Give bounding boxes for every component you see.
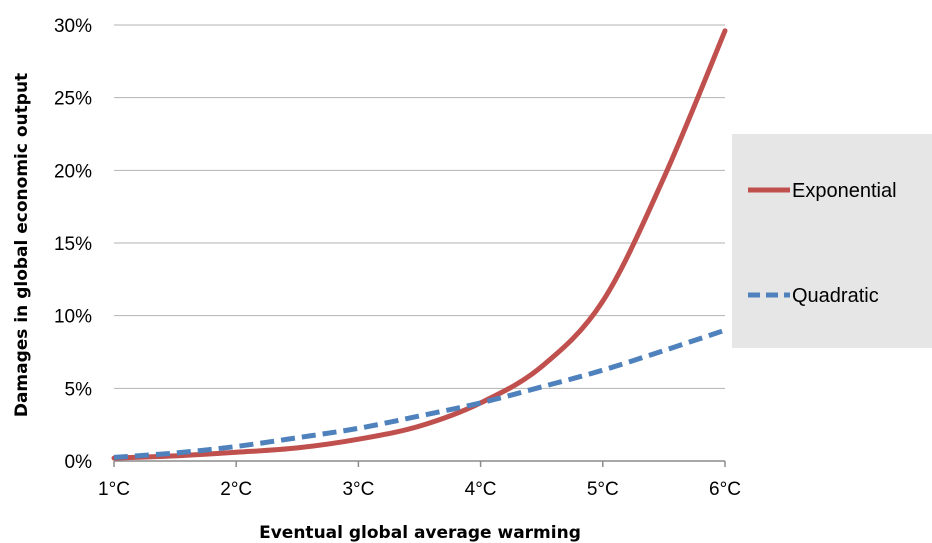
y-tick-label: 0% [65,452,93,473]
x-tick-label: 1°C [98,479,130,500]
x-tick-label: 6°C [709,479,741,500]
series-line-exponential [111,28,728,461]
y-axis-ticks: 0% 5% 10% 15% 20% 25% 30% [54,16,92,473]
y-tick-label: 10% [54,307,92,328]
legend: Exponential Quadratic [732,134,932,348]
x-tick-label: 5°C [587,479,619,500]
x-axis-ticks: 1°C 2°C 3°C 4°C 5°C 6°C [98,479,741,500]
y-axis-title: Damages in global economic output [12,73,32,417]
x-axis-title: Eventual global average warming [259,523,581,543]
x-tick-label: 2°C [220,479,252,500]
series-lines [111,28,728,461]
legend-box [732,134,932,348]
y-tick-label: 15% [54,234,92,255]
legend-label-quadratic: Quadratic [792,285,879,307]
y-tick-label: 5% [65,379,93,400]
series-line-quadratic [113,327,726,460]
y-tick-label: 25% [54,89,92,110]
y-tick-label: 20% [54,161,92,182]
x-tick-label: 3°C [342,479,374,500]
legend-label-exponential: Exponential [792,180,897,202]
gridlines [114,24,725,389]
x-tick-label: 4°C [465,479,497,500]
y-tick-label: 30% [54,16,92,37]
x-axis [113,460,726,467]
